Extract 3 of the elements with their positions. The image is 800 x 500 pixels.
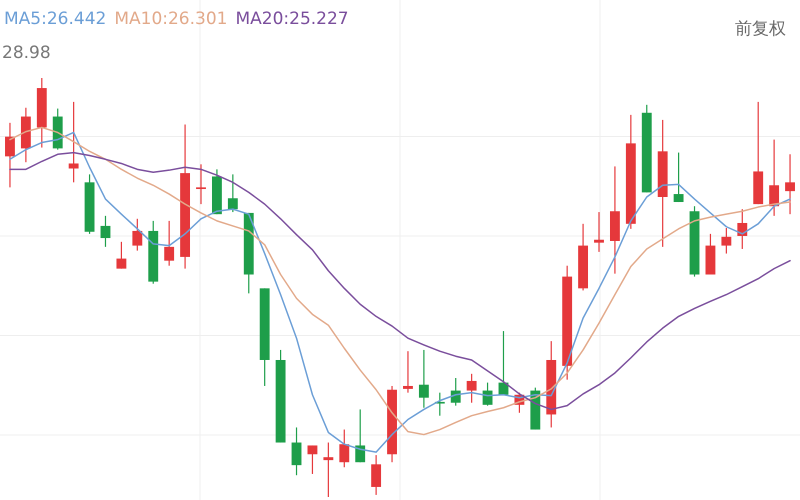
legend: MA5:26.442 MA10:26.301 MA20:25.227	[4, 9, 349, 29]
annotation: 前复权	[735, 19, 786, 39]
annotation: 28.98	[2, 43, 51, 63]
